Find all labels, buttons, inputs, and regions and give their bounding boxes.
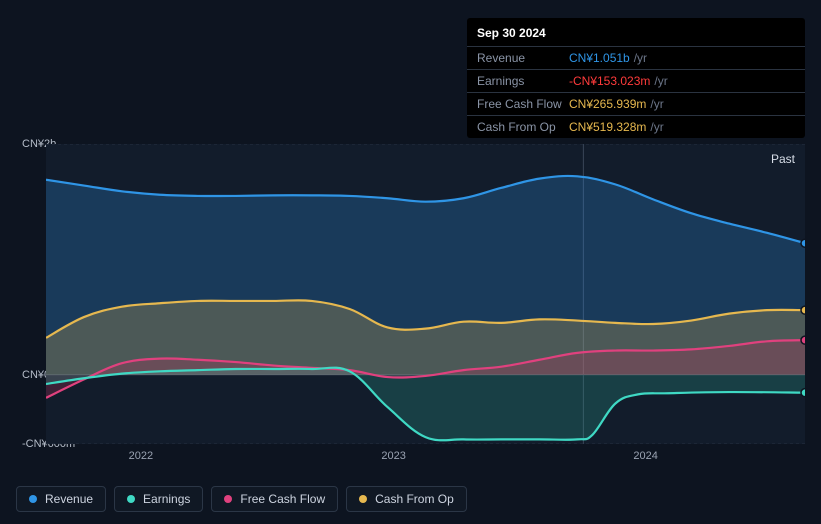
series-endpoint <box>801 239 805 247</box>
tooltip-row: Free Cash FlowCN¥265.939m/yr <box>467 92 805 115</box>
tooltip-row-label: Earnings <box>477 74 569 88</box>
x-axis-label: 2022 <box>129 450 153 462</box>
legend-item[interactable]: Revenue <box>16 486 106 512</box>
tooltip-row-suffix: /yr <box>654 74 667 88</box>
x-axis-label: 2023 <box>381 450 405 462</box>
legend-swatch <box>127 495 135 503</box>
tooltip-row-value: -CN¥153.023m <box>569 74 650 88</box>
legend-item[interactable]: Earnings <box>114 486 203 512</box>
tooltip-row-suffix: /yr <box>650 97 663 111</box>
tooltip-row-value: CN¥1.051b <box>569 51 630 65</box>
legend-label: Free Cash Flow <box>240 492 325 506</box>
legend-swatch <box>29 495 37 503</box>
tooltip-date: Sep 30 2024 <box>467 24 805 46</box>
tooltip-row: Earnings-CN¥153.023m/yr <box>467 69 805 92</box>
series-endpoint <box>801 306 805 314</box>
series-area <box>46 368 805 441</box>
series-endpoint <box>801 336 805 344</box>
tooltip-row: RevenueCN¥1.051b/yr <box>467 46 805 69</box>
tooltip-row-value: CN¥265.939m <box>569 97 646 111</box>
tooltip-row-suffix: /yr <box>634 51 647 65</box>
legend-label: Cash From Op <box>375 492 454 506</box>
financials-chart: CN¥2bCN¥0-CN¥600m Past 202220232024 <box>16 124 805 444</box>
tooltip-row-label: Free Cash Flow <box>477 97 569 111</box>
legend-swatch <box>224 495 232 503</box>
legend-label: Revenue <box>45 492 93 506</box>
chart-tooltip: Sep 30 2024 RevenueCN¥1.051b/yrEarnings-… <box>467 18 805 138</box>
legend-item[interactable]: Free Cash Flow <box>211 486 338 512</box>
past-badge: Past <box>771 152 795 166</box>
chart-legend: Revenue Earnings Free Cash Flow Cash From O… <box>16 486 467 512</box>
legend-item[interactable]: Cash From Op <box>346 486 467 512</box>
chart-plot-area[interactable]: Past <box>46 144 805 444</box>
x-axis-label: 2024 <box>633 450 657 462</box>
tooltip-row-label: Revenue <box>477 51 569 65</box>
legend-label: Earnings <box>143 492 190 506</box>
series-endpoint <box>801 389 805 397</box>
legend-swatch <box>359 495 367 503</box>
